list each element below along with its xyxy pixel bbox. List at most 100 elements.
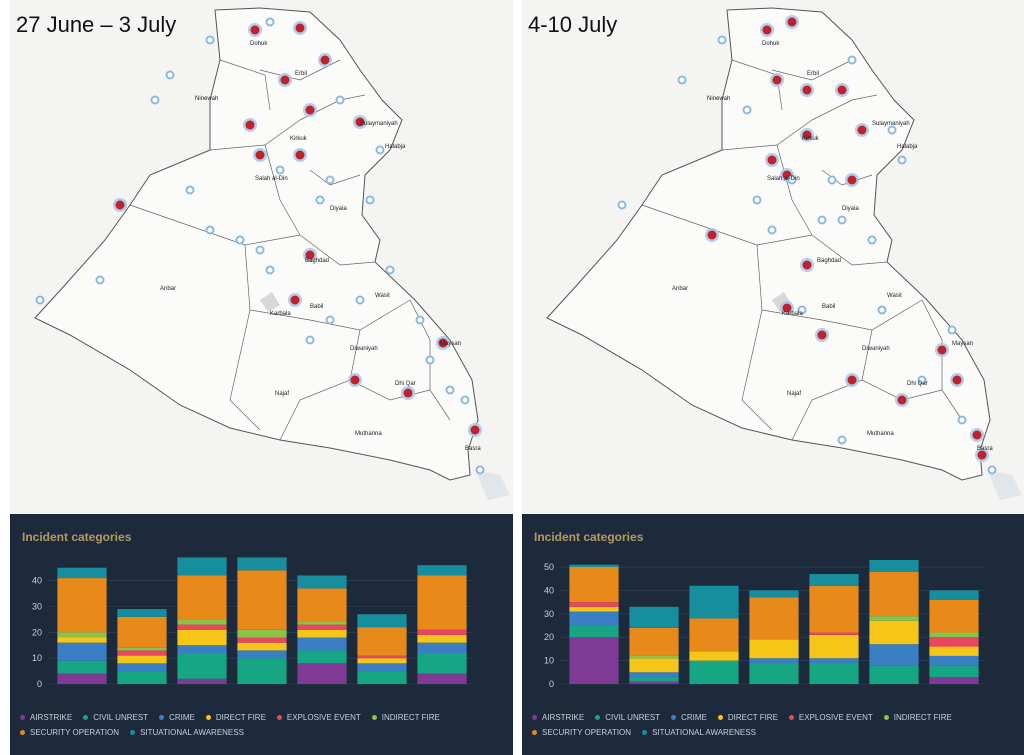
incident-marker [765, 153, 779, 167]
incident-marker [205, 35, 215, 45]
y-tick-label: 0 [37, 679, 42, 689]
province-label: Sulaymaniyah [872, 121, 910, 127]
map[interactable]: Ninewah Dohuk Erbil Kirkuk Sulaymaniyah Halab… [10, 0, 513, 514]
bar-segment [237, 557, 287, 571]
province-label: Muthanna [867, 431, 894, 437]
chart-legend: AIRSTRIKE CIVIL UNREST CRIME DIRECT FIRE EXP… [20, 710, 510, 740]
country-outline [34, 7, 479, 481]
bar-segment [569, 564, 619, 568]
incident-marker [303, 248, 317, 262]
y-tick-label: 20 [32, 627, 42, 637]
bar-segment [177, 624, 227, 630]
bar-segment [569, 606, 619, 612]
incident-marker [475, 465, 485, 475]
bar-segment [869, 644, 919, 666]
bar-segment [629, 658, 679, 673]
incident-marker [815, 328, 829, 342]
dashboard-title: Incident categories [534, 530, 644, 544]
province-label: Ninewah [707, 96, 730, 102]
legend-label: AIRSTRIKE [30, 713, 73, 722]
province-label: Kirkuk [802, 136, 820, 142]
incident-marker [935, 343, 949, 357]
legend-item[interactable]: EXPLOSIVE EVENT [276, 710, 361, 725]
incident-marker [845, 173, 859, 187]
iraq-map-svg: Ninewah Dohuk Erbil Kirkuk Sulaymaniyah Halab… [10, 0, 513, 514]
province-border [309, 169, 361, 186]
legend-item[interactable]: AIRSTRIKE [532, 710, 584, 725]
incident-marker [235, 235, 245, 245]
bar-segment [57, 567, 107, 579]
province-label: Salah al-Din [255, 176, 288, 182]
incident-marker [265, 265, 275, 275]
incident-marker [165, 70, 175, 80]
legend-item[interactable]: SITUATIONAL AWARENESS [130, 725, 244, 740]
bar-segment [629, 681, 679, 684]
province-label: Anbar [160, 286, 176, 292]
right-panel: Ninewah Dohuk Erbil Kirkuk Sulaymaniyah Halab… [522, 0, 1024, 755]
incident-marker [293, 148, 307, 162]
legend-item[interactable]: AIRSTRIKE [20, 710, 72, 725]
legend-item[interactable]: SITUATIONAL AWARENESS [642, 725, 756, 740]
bar-segment [57, 642, 107, 661]
bar-segment [929, 590, 979, 600]
bar-segment [809, 574, 859, 586]
y-tick-label: 30 [32, 602, 42, 612]
legend-swatch [595, 715, 601, 721]
incident-marker [987, 465, 997, 475]
incident-chart: 0 10 20 30 40 [32, 557, 472, 689]
legend-item[interactable]: CIVIL UNREST [595, 710, 660, 725]
incident-dashboard: Incident categories 0 10 20 30 40 50 AIRSTRIK… [522, 514, 1024, 755]
bar-segment [57, 660, 107, 674]
province-label: Baghdad [817, 258, 841, 264]
bar-segment [809, 585, 859, 633]
bar-segment [869, 616, 919, 621]
incident-marker [770, 73, 784, 87]
bar-segment [809, 634, 859, 659]
legend-item[interactable]: CIVIL UNREST [83, 710, 148, 725]
legend-item[interactable]: DIRECT FIRE [205, 710, 266, 725]
legend-label: SITUATIONAL AWARENESS [140, 728, 244, 737]
bar-segment [177, 629, 227, 646]
province-label: Najaf [787, 391, 801, 397]
province-label: Basra [465, 446, 481, 452]
country-outline [546, 7, 991, 481]
bar-segment [117, 650, 167, 656]
bar-segment [869, 620, 919, 645]
bar-segment [117, 616, 167, 648]
province-label: Dohuk [762, 41, 780, 47]
bar-segment [117, 663, 167, 672]
map[interactable]: Ninewah Dohuk Erbil Kirkuk Sulaymaniyah Halab… [522, 0, 1024, 514]
bar-segment [297, 624, 347, 630]
bar-segment [177, 575, 227, 620]
bar-segment [689, 660, 739, 684]
incident-marker [845, 373, 859, 387]
bar-segment [357, 614, 407, 628]
incident-marker [460, 395, 470, 405]
incident-chart: 0 10 20 30 40 50 [544, 560, 984, 689]
bar-segment [177, 645, 227, 653]
legend-item[interactable]: CRIME [159, 710, 195, 725]
province-label: Sulaymaniyah [360, 121, 398, 127]
legend-item[interactable]: DIRECT FIRE [717, 710, 778, 725]
legend-item[interactable]: INDIRECT FIRE [371, 710, 440, 725]
province-label: Dohuk [250, 41, 268, 47]
legend-item[interactable]: SECURITY OPERATION [20, 725, 119, 740]
province-label: Diyala [842, 206, 859, 212]
bar-segment [929, 676, 979, 684]
incident-marker [255, 245, 265, 255]
bar-segment [629, 672, 679, 677]
province-border [741, 309, 773, 431]
legend-label: DIRECT FIRE [727, 713, 778, 722]
legend-item[interactable]: EXPLOSIVE EVENT [788, 710, 873, 725]
panel-divider [513, 0, 522, 755]
bar-segment [357, 658, 407, 664]
legend-item[interactable]: INDIRECT FIRE [883, 710, 952, 725]
bar-segment [629, 676, 679, 682]
legend-item[interactable]: CRIME [671, 710, 707, 725]
bar-segment [569, 567, 619, 603]
bar-segment [417, 565, 467, 576]
bar-segment [809, 632, 859, 635]
bar-segment [357, 671, 407, 684]
bar-segment [117, 609, 167, 617]
legend-item[interactable]: SECURITY OPERATION [532, 725, 631, 740]
